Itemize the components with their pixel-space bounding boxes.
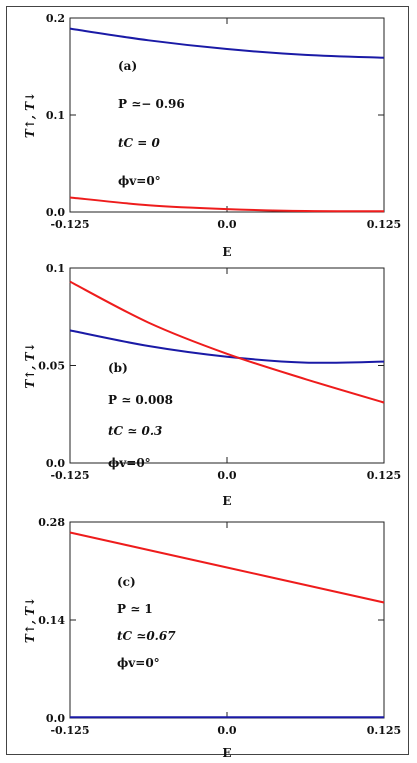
annotation-1: (c)	[117, 575, 136, 589]
y-tick-label: 0.1	[46, 262, 65, 275]
y-tick-label: 0.14	[38, 614, 65, 627]
annotation-1: (a)	[118, 59, 137, 73]
annotation-3: tC ≃ 0.3	[108, 424, 162, 438]
y-tick-label: 0.28	[38, 516, 65, 529]
y-axis-label: T↑, T↓	[23, 597, 37, 643]
series-line-2	[69, 280, 385, 404]
annotation-3: tC = 0	[118, 136, 161, 150]
annotation-2: P ≃ 0.008	[108, 393, 173, 407]
series-line-1	[69, 27, 385, 59]
annotation-4: ϕv=0°	[108, 456, 151, 470]
x-tick-label: -0.125	[50, 218, 89, 231]
x-tick-label: 0.0	[217, 218, 236, 231]
annotation-3: tC ≃0.67	[117, 629, 176, 643]
y-axis-label: T↑, T↓	[23, 342, 37, 388]
x-tick-label: -0.125	[50, 469, 89, 482]
annotation-4: ϕv=0°	[117, 656, 160, 670]
annotation-2: P ≃− 0.96	[118, 97, 185, 111]
x-tick-label: -0.125	[50, 724, 89, 737]
plot-frame	[69, 521, 385, 719]
series-line-2	[69, 196, 385, 213]
y-tick-label: 0.0	[46, 712, 65, 725]
x-axis-label: E	[222, 746, 231, 760]
series-line-1	[69, 329, 385, 364]
x-tick-label: 0.0	[217, 469, 236, 482]
annotation-2: P ≃ 1	[117, 602, 153, 616]
y-tick-label: 0.05	[38, 360, 65, 373]
x-tick-label: 0.125	[367, 724, 401, 737]
x-axis-label: E	[222, 494, 231, 508]
annotation-1: (b)	[108, 361, 128, 375]
annotation-4: ϕv=0°	[118, 174, 161, 188]
y-axis-label: T↑, T↓	[23, 92, 37, 138]
y-tick-label: 0.2	[46, 12, 65, 25]
x-tick-label: 0.125	[367, 218, 401, 231]
y-tick-label: 0.1	[46, 109, 65, 122]
y-tick-label: 0.0	[46, 457, 65, 470]
series-line-1	[69, 531, 385, 604]
x-tick-label: 0.125	[367, 469, 401, 482]
y-tick-label: 0.0	[46, 206, 65, 219]
figure-border	[6, 6, 409, 755]
x-tick-label: 0.0	[217, 724, 236, 737]
x-axis-label: E	[222, 245, 231, 259]
